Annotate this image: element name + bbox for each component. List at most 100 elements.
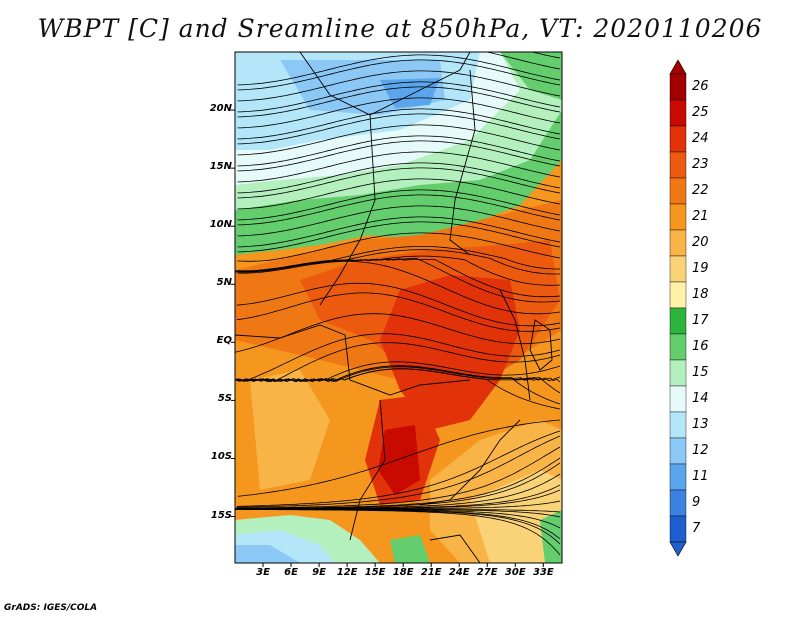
streamline bbox=[237, 205, 561, 237]
colorbar-swatch bbox=[669, 307, 687, 335]
colorbar-swatch bbox=[669, 177, 687, 205]
colorbar-swatch bbox=[669, 203, 687, 231]
streamline bbox=[237, 86, 561, 118]
colorbar-label: 19 bbox=[692, 261, 709, 276]
colorbar-label: 15 bbox=[692, 365, 709, 380]
grads-credit: GrADS: IGES/COLA bbox=[4, 603, 98, 613]
lat-label: 15N bbox=[209, 161, 232, 173]
streamline bbox=[237, 108, 561, 140]
colorbar-swatch bbox=[669, 73, 687, 101]
lat-label: EQ bbox=[216, 335, 232, 347]
colorbar-label: 26 bbox=[692, 79, 709, 94]
streamline bbox=[530, 52, 561, 59]
colorbar-label: 11 bbox=[692, 469, 709, 484]
colorbar-swatch bbox=[669, 255, 687, 283]
colorbar-swatch bbox=[669, 411, 687, 439]
lat-label: 5N bbox=[216, 277, 232, 289]
streamline bbox=[236, 342, 561, 382]
streamline bbox=[235, 255, 561, 286]
colorbar-swatch bbox=[669, 99, 687, 127]
colorbar-label: 7 bbox=[692, 521, 701, 536]
streamline bbox=[237, 189, 561, 221]
colorbar-label: 16 bbox=[692, 339, 709, 354]
colorbar-swatch bbox=[669, 359, 687, 387]
colorbar-swatch bbox=[669, 333, 687, 361]
lat-label: 10N bbox=[209, 219, 232, 231]
streamline bbox=[237, 167, 561, 199]
streamline bbox=[237, 81, 561, 113]
colorbar-swatch bbox=[669, 125, 687, 153]
temperature-field bbox=[235, 52, 562, 563]
streamline bbox=[236, 333, 561, 382]
streamline bbox=[236, 366, 561, 383]
streamline bbox=[237, 113, 561, 145]
streamline bbox=[237, 97, 561, 129]
streamline bbox=[236, 282, 561, 327]
streamline bbox=[237, 419, 561, 497]
colorbar-swatch bbox=[669, 437, 687, 465]
lat-label: 15S bbox=[210, 509, 232, 521]
streamline bbox=[237, 194, 561, 226]
streamline bbox=[235, 446, 561, 509]
streamline bbox=[236, 292, 561, 332]
streamline bbox=[237, 140, 561, 172]
colorbar bbox=[669, 59, 687, 557]
lon-label: 12E bbox=[336, 567, 358, 578]
colorbar-label: 18 bbox=[692, 287, 709, 302]
colorbar-label: 20 bbox=[692, 235, 709, 250]
colorbar-label: 22 bbox=[692, 183, 709, 198]
streamline bbox=[237, 221, 561, 253]
colorbar-label: 24 bbox=[692, 131, 709, 146]
colorbar-label: 21 bbox=[692, 209, 709, 224]
lon-label: 33E bbox=[532, 567, 554, 578]
colorbar-label: 23 bbox=[692, 157, 709, 172]
lon-label: 18E bbox=[392, 567, 414, 578]
lon-label: 24E bbox=[448, 567, 470, 578]
streamline bbox=[237, 261, 561, 315]
lon-label: 30E bbox=[504, 567, 526, 578]
colorbar-label: 13 bbox=[692, 417, 709, 432]
lon-label: 15E bbox=[364, 567, 386, 578]
lat-label: 10S bbox=[210, 451, 232, 463]
lon-label: 6E bbox=[284, 567, 298, 578]
streamline bbox=[485, 52, 561, 70]
streamline bbox=[235, 509, 561, 556]
streamline bbox=[237, 70, 561, 102]
colorbar-label: 25 bbox=[692, 105, 709, 120]
colorbar-swatch bbox=[669, 151, 687, 179]
streamline bbox=[237, 124, 561, 156]
streamline bbox=[237, 178, 561, 210]
streamline bbox=[237, 54, 561, 86]
colorbar-label: 14 bbox=[692, 391, 709, 406]
lat-label: 20N bbox=[209, 103, 232, 115]
map-title: WBPT [C] and Sreamline at 850hPa, VT: 20… bbox=[37, 14, 763, 43]
streamline bbox=[235, 365, 561, 405]
colorbar-swatch bbox=[669, 515, 687, 543]
colorbar-label: 12 bbox=[692, 443, 709, 458]
streamline bbox=[235, 368, 561, 410]
colorbar-bottom-arrow bbox=[669, 541, 687, 557]
streamline bbox=[237, 162, 561, 194]
country-borders bbox=[235, 52, 553, 563]
colorbar-swatch bbox=[669, 463, 687, 491]
lon-label: 21E bbox=[420, 567, 442, 578]
streamline bbox=[235, 258, 561, 303]
streamline bbox=[237, 59, 561, 91]
streamline bbox=[236, 435, 561, 508]
colorbar-label: 17 bbox=[692, 313, 709, 328]
plot-frame bbox=[234, 51, 563, 564]
colorbar-swatch bbox=[669, 229, 687, 257]
lat-label: 5S bbox=[217, 393, 232, 405]
lon-label: 3E bbox=[256, 567, 270, 578]
streamline bbox=[237, 135, 561, 167]
streamline bbox=[237, 232, 561, 262]
colorbar-swatch bbox=[669, 385, 687, 413]
streamline bbox=[237, 151, 561, 183]
colorbar-label: 9 bbox=[692, 495, 701, 510]
streamline bbox=[236, 430, 561, 507]
axis-ticks bbox=[231, 109, 544, 567]
streamline bbox=[237, 216, 561, 248]
lon-label: 9E bbox=[312, 567, 326, 578]
colorbar-swatch bbox=[669, 489, 687, 517]
